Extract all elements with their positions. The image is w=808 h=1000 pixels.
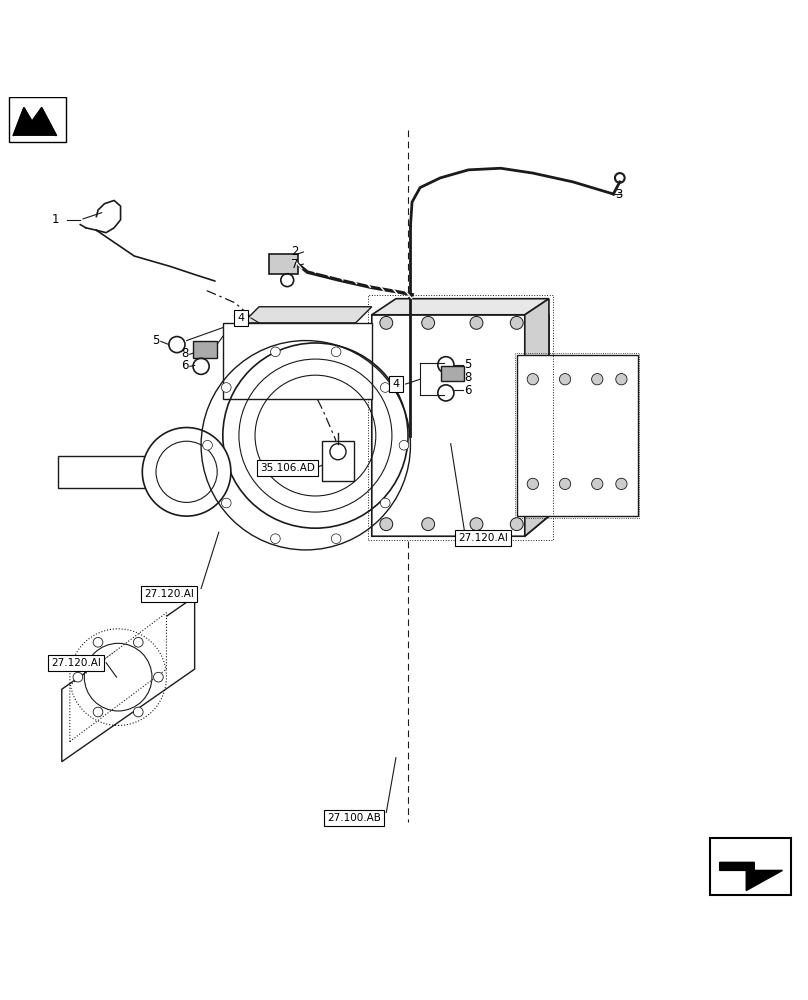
Text: 27.120.AI: 27.120.AI — [144, 589, 194, 599]
Text: 8: 8 — [181, 347, 188, 360]
Circle shape — [399, 440, 409, 450]
Text: 35.106.AD: 35.106.AD — [260, 463, 314, 473]
Bar — [269, 254, 297, 274]
Polygon shape — [524, 299, 549, 536]
Circle shape — [221, 383, 231, 392]
Circle shape — [331, 534, 341, 544]
Circle shape — [470, 518, 483, 531]
Polygon shape — [372, 315, 549, 536]
Polygon shape — [14, 108, 56, 135]
Bar — [10, 97, 65, 142]
Text: 27.100.AB: 27.100.AB — [327, 813, 381, 823]
Polygon shape — [720, 862, 782, 891]
Text: 8: 8 — [465, 371, 472, 384]
Polygon shape — [61, 597, 195, 762]
Circle shape — [559, 374, 570, 385]
Circle shape — [203, 440, 213, 450]
Text: 5: 5 — [152, 334, 159, 347]
Circle shape — [93, 707, 103, 717]
Circle shape — [380, 316, 393, 329]
Circle shape — [133, 637, 143, 647]
Polygon shape — [69, 613, 166, 742]
Text: 2: 2 — [291, 245, 299, 258]
Circle shape — [527, 374, 538, 385]
Text: 3: 3 — [615, 188, 622, 201]
Polygon shape — [57, 456, 187, 488]
Text: 7: 7 — [291, 258, 299, 271]
Circle shape — [527, 478, 538, 490]
Bar — [193, 341, 217, 358]
Polygon shape — [223, 323, 372, 399]
Circle shape — [422, 316, 435, 329]
Bar — [710, 838, 790, 895]
Text: 6: 6 — [465, 384, 472, 397]
Circle shape — [511, 316, 523, 329]
Text: 4: 4 — [393, 379, 399, 389]
Text: 4: 4 — [238, 313, 245, 323]
Polygon shape — [243, 307, 372, 323]
Circle shape — [331, 347, 341, 357]
Circle shape — [381, 498, 390, 508]
Bar — [322, 441, 354, 481]
Circle shape — [591, 374, 603, 385]
Circle shape — [470, 316, 483, 329]
Text: 27.120.AI: 27.120.AI — [458, 533, 508, 543]
Circle shape — [73, 672, 82, 682]
Text: 27.120.AI: 27.120.AI — [52, 658, 101, 668]
Circle shape — [154, 672, 163, 682]
Bar — [441, 366, 464, 381]
Circle shape — [511, 518, 523, 531]
Polygon shape — [517, 355, 638, 516]
Text: 1: 1 — [52, 213, 59, 226]
Polygon shape — [372, 299, 549, 315]
Text: 5: 5 — [465, 358, 472, 371]
Circle shape — [422, 518, 435, 531]
Circle shape — [380, 518, 393, 531]
Circle shape — [559, 478, 570, 490]
Circle shape — [142, 428, 231, 516]
Circle shape — [93, 637, 103, 647]
Text: 6: 6 — [181, 359, 188, 372]
Circle shape — [591, 478, 603, 490]
Circle shape — [133, 707, 143, 717]
Circle shape — [221, 498, 231, 508]
Circle shape — [381, 383, 390, 392]
Circle shape — [616, 374, 627, 385]
Circle shape — [616, 478, 627, 490]
Circle shape — [271, 347, 280, 357]
Circle shape — [271, 534, 280, 544]
